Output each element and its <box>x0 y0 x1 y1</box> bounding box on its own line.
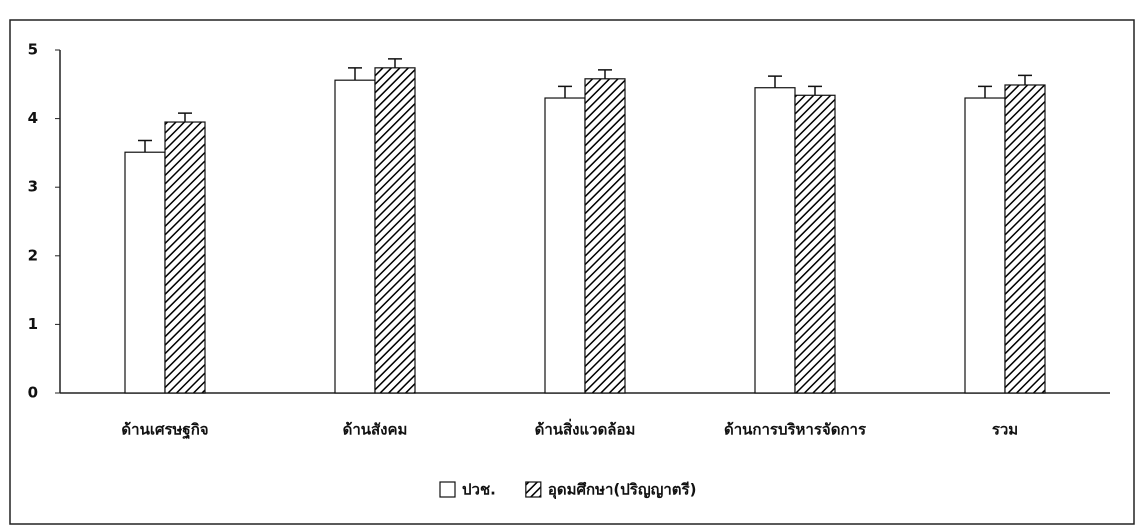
legend-label: ปวช. <box>462 481 496 499</box>
x-tick-label: ด้านเศรษฐกิจ <box>121 421 208 440</box>
error-bar <box>768 75 782 88</box>
bar <box>754 87 796 394</box>
error-bar <box>808 85 822 96</box>
y-tick-label: 5 <box>28 41 38 59</box>
error-bar <box>388 58 402 68</box>
bar <box>794 94 836 394</box>
error-bar <box>178 112 192 123</box>
y-tick-label: 2 <box>28 246 38 264</box>
bar <box>1004 84 1046 394</box>
x-tick-label: ด้านการบริหารจัดการ <box>724 421 867 439</box>
bar <box>964 97 1006 394</box>
error-bar <box>598 69 612 79</box>
error-bar <box>138 139 152 153</box>
bar <box>544 97 586 394</box>
error-bar <box>348 67 362 81</box>
legend-swatch <box>525 481 542 498</box>
error-bar <box>978 85 992 99</box>
y-tick-label: 3 <box>28 178 38 196</box>
bar <box>164 121 206 394</box>
bar <box>374 67 416 394</box>
error-bar <box>1018 74 1032 85</box>
x-tick-label: รวม <box>992 421 1018 439</box>
bar <box>584 78 626 394</box>
legend-swatch <box>439 481 456 498</box>
bar <box>124 151 166 394</box>
y-tick-label: 0 <box>28 384 38 402</box>
frame <box>9 19 1135 525</box>
y-tick-label: 1 <box>28 315 38 333</box>
x-tick-label: ด้านสิ่งแวดล้อม <box>535 419 636 439</box>
legend-label: อุดมศึกษา(ปริญญาตรี) <box>548 481 697 500</box>
error-bar <box>558 85 572 99</box>
x-tick-label: ด้านสังคม <box>343 421 408 439</box>
y-tick-label: 4 <box>28 109 38 127</box>
bar <box>334 79 376 394</box>
